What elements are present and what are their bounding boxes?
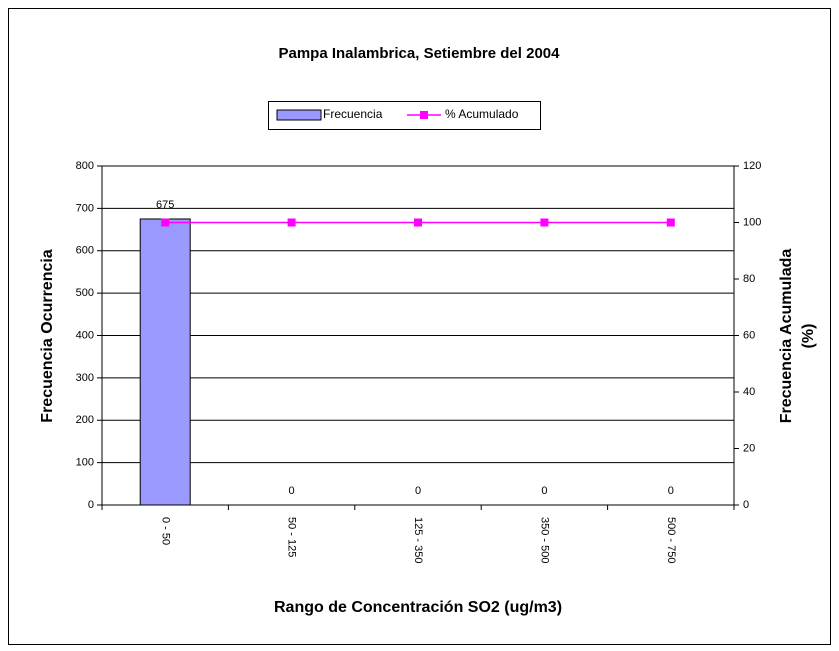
- x-tick-label: 50 - 125: [286, 517, 298, 557]
- y-tick-label: 500: [76, 287, 94, 299]
- legend-swatch: [420, 111, 428, 119]
- y2-tick-label: 60: [743, 329, 755, 341]
- y2-tick-label: 120: [743, 160, 761, 172]
- legend-swatch: [276, 109, 322, 121]
- data-label: 0: [668, 485, 674, 497]
- legend-label: % Acumulado: [445, 107, 519, 121]
- legend-label: Frecuencia: [323, 107, 383, 121]
- line-marker: [666, 218, 675, 227]
- y-tick-label: 600: [76, 245, 94, 257]
- y2-tick-label: 80: [743, 273, 755, 285]
- y2-tick-label: 20: [743, 442, 755, 454]
- line-marker: [414, 218, 422, 227]
- data-label: 0: [289, 485, 295, 497]
- data-label: 675: [156, 199, 174, 211]
- y2-tick-label: 0: [743, 499, 749, 511]
- x-tick-label: 0 - 50: [159, 517, 171, 545]
- y-tick-label: 800: [76, 160, 94, 172]
- y-tick-label: 700: [76, 202, 94, 214]
- y2-axis-label: Frecuencia Acumulada: [778, 249, 795, 424]
- y-tick-label: 100: [76, 457, 94, 469]
- x-tick-label: 500 - 750: [665, 517, 677, 563]
- line-marker: [287, 218, 296, 227]
- x-tick-label: 125 - 350: [412, 517, 424, 563]
- y-tick-label: 300: [76, 372, 94, 384]
- data-label: 0: [541, 485, 547, 497]
- x-tick-label: 350 - 500: [538, 517, 550, 563]
- x-axis-label: Rango de Concentración SO2 (ug/m3): [274, 599, 562, 616]
- line-marker: [161, 218, 170, 227]
- y2-tick-label: 100: [743, 216, 761, 228]
- data-label: 0: [415, 485, 421, 497]
- y2-axis-label: (%): [800, 324, 817, 349]
- y-tick-label: 0: [88, 499, 94, 511]
- line-marker: [540, 218, 549, 227]
- y2-tick-label: 40: [743, 386, 755, 398]
- y-axis-label: Frecuencia Ocurrencia: [39, 249, 56, 423]
- bar: [139, 218, 191, 506]
- chart-title: Pampa Inalambrica, Setiembre del 2004: [279, 45, 561, 62]
- y-tick-label: 400: [76, 329, 94, 341]
- y-tick-label: 200: [76, 414, 94, 426]
